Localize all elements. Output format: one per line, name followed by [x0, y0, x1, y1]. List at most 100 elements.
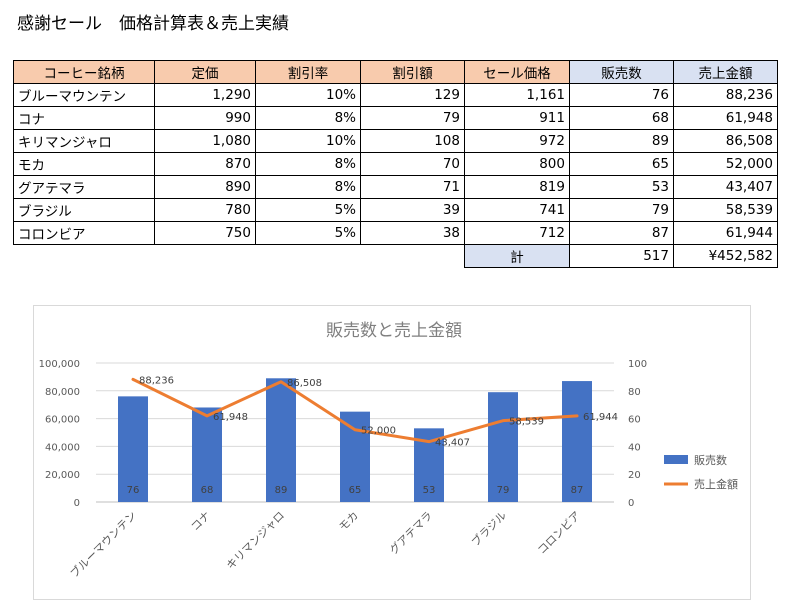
- x-tick-label: モカ: [336, 509, 361, 534]
- cell-sales-amount[interactable]: 58,539: [673, 198, 778, 222]
- cell-discount-amount[interactable]: 38: [360, 221, 465, 245]
- cell-sale-price[interactable]: 911: [464, 106, 570, 130]
- y-left-tick-label: 40,000: [45, 442, 80, 453]
- cell-discount-amount[interactable]: 129: [360, 83, 465, 107]
- cell-list-price[interactable]: 1,080: [154, 129, 256, 153]
- cell-discount-rate[interactable]: 8%: [255, 175, 361, 199]
- table-row: グアテマラ 890 8% 71 819 53 43,407: [13, 175, 778, 199]
- header-list-price[interactable]: 定価: [154, 60, 256, 84]
- cell-quantity[interactable]: 89: [569, 129, 674, 153]
- cell-brand[interactable]: ブラジル: [13, 198, 155, 222]
- sheet-title: 感謝セール 価格計算表＆売上実績: [17, 14, 289, 34]
- table-row: コナ 990 8% 79 911 68 61,948: [13, 106, 778, 130]
- y-right-tick-label: 20: [628, 470, 641, 481]
- legend-bar-swatch: [664, 455, 688, 464]
- y-right-tick-label: 40: [628, 442, 641, 453]
- cell-list-price[interactable]: 890: [154, 175, 256, 199]
- header-brand[interactable]: コーヒー銘柄: [13, 60, 155, 84]
- cell-list-price[interactable]: 780: [154, 198, 256, 222]
- y-right-tick-label: 100: [628, 359, 647, 370]
- cell-quantity[interactable]: 79: [569, 198, 674, 222]
- cell-brand[interactable]: グアテマラ: [13, 175, 155, 199]
- bar: [488, 392, 518, 502]
- legend-bar-label: 販売数: [694, 454, 727, 467]
- cell-discount-amount[interactable]: 70: [360, 152, 465, 176]
- sales-line: [131, 377, 579, 444]
- header-quantity[interactable]: 販売数: [569, 60, 674, 84]
- y-left-tick-label: 80,000: [45, 387, 80, 398]
- x-tick-label: コナ: [188, 509, 213, 534]
- bar: [192, 407, 222, 502]
- x-tick-label: ブルーマウンテン: [67, 508, 139, 580]
- cell-discount-amount[interactable]: 108: [360, 129, 465, 153]
- cell-brand[interactable]: コロンビア: [13, 221, 155, 245]
- cell-sale-price[interactable]: 972: [464, 129, 570, 153]
- cell-brand[interactable]: モカ: [13, 152, 155, 176]
- total-label[interactable]: 計: [464, 244, 570, 268]
- x-tick-label: グアテマラ: [386, 508, 435, 557]
- cell-discount-rate[interactable]: 5%: [255, 198, 361, 222]
- cell-discount-rate[interactable]: 10%: [255, 129, 361, 153]
- x-tick-label: コロンビア: [535, 509, 583, 557]
- cell-list-price[interactable]: 870: [154, 152, 256, 176]
- total-quantity[interactable]: 517: [569, 244, 674, 268]
- cell-brand[interactable]: ブルーマウンテン: [13, 83, 155, 107]
- legend-line-label: 売上金額: [694, 477, 738, 491]
- header-sale-price[interactable]: セール価格: [464, 60, 570, 84]
- header-discount-rate[interactable]: 割引率: [255, 60, 361, 84]
- cell-sales-amount[interactable]: 88,236: [673, 83, 778, 107]
- cell-sale-price[interactable]: 800: [464, 152, 570, 176]
- cell-discount-amount[interactable]: 79: [360, 106, 465, 130]
- bar-data-label: 68: [201, 485, 214, 496]
- cell-list-price[interactable]: 1,290: [154, 83, 256, 107]
- cell-quantity[interactable]: 53: [569, 175, 674, 199]
- cell-discount-amount[interactable]: 71: [360, 175, 465, 199]
- line-data-label: 61,948: [213, 412, 248, 423]
- y-left-tick-label: 0: [74, 498, 80, 509]
- bar-data-label: 89: [275, 485, 288, 496]
- x-tick-label: ブラジル: [468, 508, 509, 549]
- cell-discount-rate[interactable]: 8%: [255, 152, 361, 176]
- cell-sales-amount[interactable]: 52,000: [673, 152, 778, 176]
- table-row: ブラジル 780 5% 39 741 79 58,539: [13, 198, 778, 222]
- cell-quantity[interactable]: 87: [569, 221, 674, 245]
- cell-sale-price[interactable]: 712: [464, 221, 570, 245]
- cell-sales-amount[interactable]: 43,407: [673, 175, 778, 199]
- header-sales-amount[interactable]: 売上金額: [673, 60, 778, 84]
- cell-discount-rate[interactable]: 5%: [255, 221, 361, 245]
- bar: [266, 378, 296, 502]
- cell-quantity[interactable]: 76: [569, 83, 674, 107]
- cell-brand[interactable]: キリマンジャロ: [13, 129, 155, 153]
- cell-quantity[interactable]: 68: [569, 106, 674, 130]
- y-right-tick-label: 60: [628, 415, 641, 426]
- cell-sale-price[interactable]: 1,161: [464, 83, 570, 107]
- y-right-tick-label: 0: [628, 498, 634, 509]
- total-sales[interactable]: ¥452,582: [673, 244, 778, 268]
- cell-brand[interactable]: コナ: [13, 106, 155, 130]
- cell-quantity[interactable]: 65: [569, 152, 674, 176]
- cell-discount-rate[interactable]: 10%: [255, 83, 361, 107]
- price-table: コーヒー銘柄 定価 割引率 割引額 セール価格 販売数 売上金額 ブルーマウンテ…: [13, 60, 778, 268]
- cell-sales-amount[interactable]: 61,944: [673, 221, 778, 245]
- cell-sale-price[interactable]: 819: [464, 175, 570, 199]
- bar-data-label: 76: [127, 485, 140, 496]
- header-discount-amount[interactable]: 割引額: [360, 60, 465, 84]
- chart-area[interactable]: 販売数と売上金額 76 68 89 65 53 79 87 88,236 61,948 86,5…: [33, 305, 751, 600]
- cell-discount-rate[interactable]: 8%: [255, 106, 361, 130]
- cell-list-price[interactable]: 750: [154, 221, 256, 245]
- line-data-label: 52,000: [361, 426, 396, 437]
- cell-list-price[interactable]: 990: [154, 106, 256, 130]
- y-right-tick-label: 80: [628, 387, 641, 398]
- bar: [340, 411, 370, 502]
- bar: [118, 396, 148, 502]
- bar-data-label: 79: [497, 485, 510, 496]
- bar-data-label: 87: [571, 485, 584, 496]
- cell-sale-price[interactable]: 741: [464, 198, 570, 222]
- line-data-label: 43,407: [435, 438, 470, 449]
- chart-title: 販売数と売上金額: [326, 321, 462, 341]
- cell-discount-amount[interactable]: 39: [360, 198, 465, 222]
- line-data-label: 88,236: [139, 375, 174, 386]
- combo-chart: 販売数と売上金額 76 68 89 65 53 79 87 88,236 61,948 86,5…: [39, 321, 738, 580]
- cell-sales-amount[interactable]: 61,948: [673, 106, 778, 130]
- cell-sales-amount[interactable]: 86,508: [673, 129, 778, 153]
